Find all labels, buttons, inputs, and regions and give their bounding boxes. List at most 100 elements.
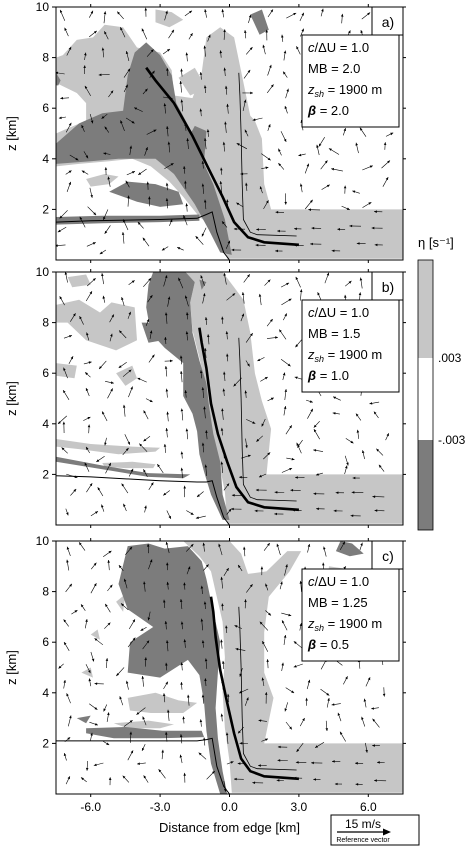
panel-b-wind-arrow: [167, 296, 171, 307]
panel-c-wind-arrow: [180, 681, 183, 690]
panel-c-wind-arrow: [165, 541, 170, 554]
panel-c-wind-arrow: [136, 707, 146, 715]
panel-c-wind-arrow: [143, 775, 149, 783]
panel-a-label-text: a): [382, 14, 394, 30]
panel-c-wind-arrow: [165, 731, 168, 742]
panel-a-wind-arrow: [184, 10, 193, 17]
panel-c-wind-arrow: [107, 559, 110, 571]
panel-a-wind-arrow: [245, 182, 248, 191]
panel-b-wind-arrow: [335, 491, 345, 494]
panel-a-wind-arrow: [59, 9, 66, 21]
panel-b-wind-arrow: [283, 406, 287, 416]
panel-c-wind-arrow: [63, 619, 69, 627]
panel-a-wind-arrow: [179, 80, 183, 93]
panel-b-wind-arrow: [97, 487, 104, 497]
panel-a-wind-arrow: [383, 142, 387, 150]
panel-b-wind-arrow: [186, 312, 189, 320]
panel-a-wind-arrow: [126, 171, 136, 176]
panel-b-wind-arrow: [143, 436, 151, 442]
panel-b-wind-arrow: [385, 433, 390, 441]
panel-a-wind-arrow: [244, 30, 247, 39]
panel-b-positive-region-6: [116, 365, 137, 386]
panel-c-wind-arrow: [339, 731, 346, 742]
panel-b-wind-arrow: [79, 315, 84, 325]
panel-c-wind-arrow: [119, 696, 124, 706]
panel-b-wind-arrow: [118, 330, 127, 339]
panel-b-wind-arrow: [266, 336, 278, 339]
panel-b-wind-arrow: [164, 312, 168, 324]
panel-a-wind-arrow: [177, 247, 184, 251]
panel-a-wind-arrow: [265, 29, 268, 41]
panel-c-wind-arrow: [313, 778, 321, 781]
panel-b-y-tick-label: 2: [42, 467, 49, 481]
panel-a-wind-arrow: [125, 180, 130, 188]
panel-a-wind-arrow: [120, 27, 126, 38]
panel-c-wind-arrow: [186, 566, 191, 575]
panel-a-wind-arrow: [103, 209, 109, 221]
panel-b-param-3: zsh = 1900 m: [307, 347, 382, 364]
panel-a-wind-arrow: [167, 141, 171, 153]
panel-c-param-2: MB = 1.25: [308, 595, 368, 610]
panel-a-y-tick-label: 4: [42, 152, 49, 166]
panel-c-wind-arrow: [244, 599, 247, 609]
panel-b-wind-arrow: [68, 356, 74, 365]
panel-c: 2 4 6 8 10 z [km] c) c/ΔU = 1.0 MB = 1.25 zsh …: [4, 534, 406, 797]
panel-b-wind-arrow: [221, 316, 224, 324]
colorbar-frame: [417, 259, 434, 531]
x-tick-label: 0.0: [221, 800, 238, 814]
panel-b-wind-arrow: [284, 389, 288, 401]
panel-c-wind-arrow: [243, 546, 246, 557]
panel-b-wind-arrow: [63, 367, 68, 379]
panel-c-wind-arrow: [201, 640, 205, 648]
panel-b-wind-arrow: [164, 336, 167, 345]
panel-a-wind-arrow: [267, 124, 271, 131]
panel-c-label: c): [371, 540, 404, 570]
panel-b-wind-arrow: [147, 294, 153, 303]
panel-b-wind-arrow: [221, 408, 224, 420]
panel-c-wind-arrow: [201, 694, 205, 704]
panel-a-wind-arrow: [300, 28, 304, 37]
panel-b-wind-arrow: [296, 442, 302, 454]
panel-c-wind-arrow: [106, 712, 110, 722]
panel-b-wind-arrow: [285, 425, 293, 435]
panel-a-wind-arrow: [129, 145, 133, 156]
panel-b-wind-arrow: [101, 411, 108, 422]
panel-c-wind-arrow: [90, 583, 97, 594]
panel-c-wind-arrow: [58, 663, 64, 669]
panel-a-wind-arrow: [104, 167, 108, 176]
panel-c-wind-arrow: [182, 716, 185, 724]
panel-c-thick-streamline: [209, 596, 299, 781]
panel-a-wind-arrow: [308, 208, 321, 211]
panel-a-positive-region-3: [178, 67, 207, 96]
panel-a-wind-arrow: [267, 64, 272, 76]
panel-b-wind-arrow: [290, 488, 301, 492]
panel-c-wind-arrow: [88, 678, 92, 687]
panel-c-wind-arrow: [337, 712, 342, 722]
panel-c-wind-arrow: [180, 662, 184, 671]
panel-c-thin-streamline: [238, 606, 297, 771]
panel-b-wind-arrow: [145, 318, 150, 327]
panel-a-wind-arrow: [66, 181, 71, 193]
panel-c-wind-arrow: [371, 707, 379, 710]
panel-c-wind-arrow: [281, 662, 284, 672]
panel-b-wind-arrow: [200, 275, 205, 286]
panel-a-wind-arrow: [278, 148, 282, 156]
panel-b-wind-arrow: [258, 473, 267, 478]
panel-a-wind-arrow: [223, 29, 226, 40]
panel-c-wind-arrow: [94, 682, 104, 685]
panel-b-wind-arrow: [83, 416, 91, 421]
panel-b-wind-arrow: [202, 293, 206, 304]
panel-a-wind-arrow: [81, 170, 89, 175]
panel-a-param-2: MB = 2.0: [308, 61, 360, 76]
panel-c-wind-arrow: [277, 745, 288, 749]
panel-a-wind-arrow: [125, 117, 135, 124]
panel-c-wind-arrow: [165, 662, 168, 671]
panel-a-negative-region-1: [56, 42, 232, 255]
panel-a-wind-arrow: [262, 44, 266, 55]
panel-b-y-tick-label: 10: [36, 265, 50, 279]
panel-c-wind-arrow: [284, 564, 288, 576]
panel-c-wind-arrow: [158, 769, 166, 779]
panel-a-wind-arrow: [103, 11, 107, 24]
panel-a-wind-arrow: [66, 46, 72, 56]
